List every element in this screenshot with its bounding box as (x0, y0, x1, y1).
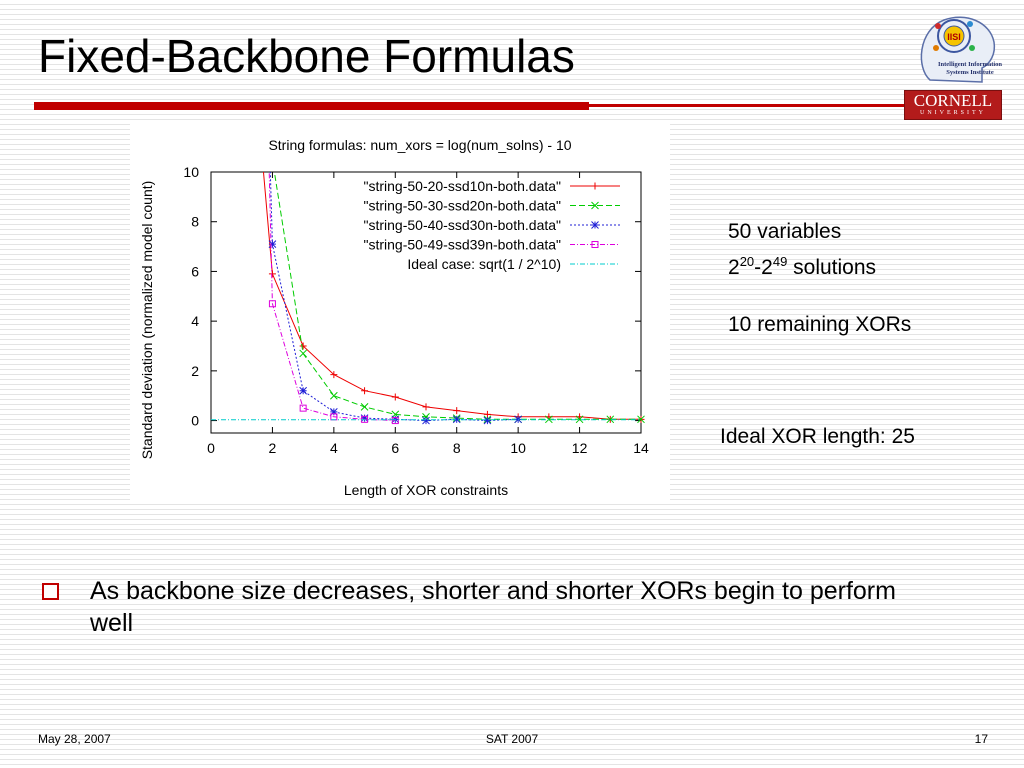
data-point-series-3 (360, 414, 369, 422)
y-tick-label: 10 (183, 164, 199, 180)
data-point-series-3 (422, 416, 430, 425)
bullet-marker (42, 583, 59, 600)
series-line-2 (273, 172, 641, 420)
bullet-text: As backbone size decreases, shorter and … (90, 577, 896, 637)
title-underline-thin (589, 104, 909, 107)
logo-line-2: Systems Institute (946, 69, 994, 76)
data-point-series-2 (299, 349, 307, 358)
data-point-series-4 (268, 300, 276, 308)
data-point-series-4 (391, 417, 399, 425)
data-point-series-1 (391, 393, 399, 401)
data-point-series-2 (330, 391, 338, 400)
plot-frame (210, 171, 642, 434)
chart-panel: String formulas: num_xors = log(num_soln… (130, 122, 670, 504)
data-point-series-3 (330, 408, 338, 416)
slide-title: Fixed-Backbone Formulas (38, 30, 575, 82)
legend-label-2: "string-50-30-ssd20n-both.data" (364, 198, 562, 214)
x-tick-label: 12 (572, 440, 588, 456)
x-tick-label: 2 (269, 440, 277, 456)
y-tick-label: 2 (191, 363, 199, 379)
y-tick-label: 6 (191, 263, 199, 279)
data-point-series-1 (268, 270, 276, 278)
data-point-series-1 (453, 407, 461, 415)
y-tick-label: 0 (191, 413, 199, 429)
cornell-logo: CORNELL UNIVERSITY (904, 90, 1002, 120)
x-axis-label: Length of XOR constraints (344, 482, 508, 498)
y-tick-label: 4 (191, 313, 199, 329)
legend-marker-3 (591, 221, 599, 229)
data-point-series-1 (330, 371, 338, 379)
data-point-series-2 (422, 412, 430, 421)
data-point-series-2 (637, 415, 645, 424)
note-variables: 50 variables (728, 220, 842, 243)
footer-date: May 28, 2007 (38, 732, 111, 746)
chart-svg: String formulas: num_xors = log(num_soln… (139, 137, 649, 498)
data-point-series-1 (299, 342, 307, 350)
data-point-series-3 (299, 386, 307, 395)
iisi-logo: IISI Intelligent Information Systems Ins… (910, 8, 1010, 88)
footer-page-number: 17 (974, 732, 988, 746)
footer-event: SAT 2007 (485, 732, 539, 746)
legend-label-3: "string-50-40-ssd30n-both.data" (364, 217, 562, 233)
data-point-series-1 (422, 403, 430, 411)
data-point-series-3 (452, 415, 461, 424)
data-point-series-2 (575, 415, 584, 424)
legend-marker-4 (591, 241, 599, 248)
legend-marker-2 (591, 201, 599, 210)
data-point-series-2 (360, 403, 369, 411)
x-tick-label: 10 (510, 440, 526, 456)
legend-label-5: Ideal case: sqrt(1 / 2^10) (407, 256, 561, 272)
title-underline (34, 102, 589, 110)
series-line-1 (262, 172, 641, 420)
x-tick-label: 4 (330, 440, 338, 456)
x-tick-label: 6 (391, 440, 399, 456)
legend-marker-1 (591, 182, 599, 190)
y-axis-label: Standard deviation (normalized model cou… (139, 181, 155, 460)
note-xors: 10 remaining XORs (728, 313, 912, 336)
legend-label-1: "string-50-20-ssd10n-both.data" (364, 178, 562, 194)
data-point-series-1 (361, 387, 369, 395)
legend-label-4: "string-50-49-ssd39n-both.data" (364, 237, 562, 253)
series-line-4 (268, 172, 396, 422)
data-point-series-1 (483, 410, 491, 418)
note-ideal-length: Ideal XOR length: 25 (720, 425, 915, 448)
svg-text:IISI: IISI (947, 32, 961, 42)
x-tick-label: 0 (207, 440, 215, 456)
data-point-series-2 (606, 415, 615, 424)
x-tick-label: 14 (633, 440, 649, 456)
data-point-series-3 (268, 240, 277, 248)
chart-title: String formulas: num_xors = log(num_soln… (268, 137, 571, 153)
y-tick-label: 8 (191, 214, 199, 230)
note-solutions: 220-249 solutions (728, 254, 877, 279)
logo-line-1: Intelligent Information (938, 61, 1002, 68)
data-point-series-4 (299, 404, 307, 412)
x-tick-label: 8 (453, 440, 461, 456)
data-point-series-3 (483, 416, 492, 425)
